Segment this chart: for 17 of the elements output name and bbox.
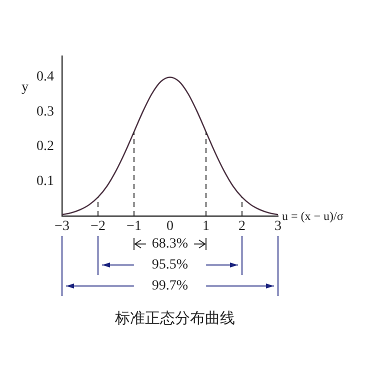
y-tick-label: 0.2 xyxy=(36,139,54,154)
y-tick-label: 0.1 xyxy=(36,174,54,189)
x-tick-label: 1 xyxy=(202,219,210,234)
x-tick-label: 0 xyxy=(166,219,174,234)
x-tick-label: 2 xyxy=(238,219,246,234)
y-axis-title: y xyxy=(22,80,28,95)
x-tick-label: −1 xyxy=(126,219,142,234)
x-tick-label: −2 xyxy=(90,219,106,234)
y-tick-label: 0.3 xyxy=(36,104,54,120)
y-tick-label: 0.4 xyxy=(36,70,54,85)
text: 99.7% xyxy=(152,278,188,294)
x-axis-title: u = (x − u)/σ xyxy=(282,209,344,224)
text: 95.5% xyxy=(152,258,188,273)
x-tick-label: 3 xyxy=(274,219,282,234)
text: 标准正态分布曲线 xyxy=(114,308,235,327)
x-tick-label: −3 xyxy=(54,219,70,234)
text: 68.3% xyxy=(152,236,188,252)
